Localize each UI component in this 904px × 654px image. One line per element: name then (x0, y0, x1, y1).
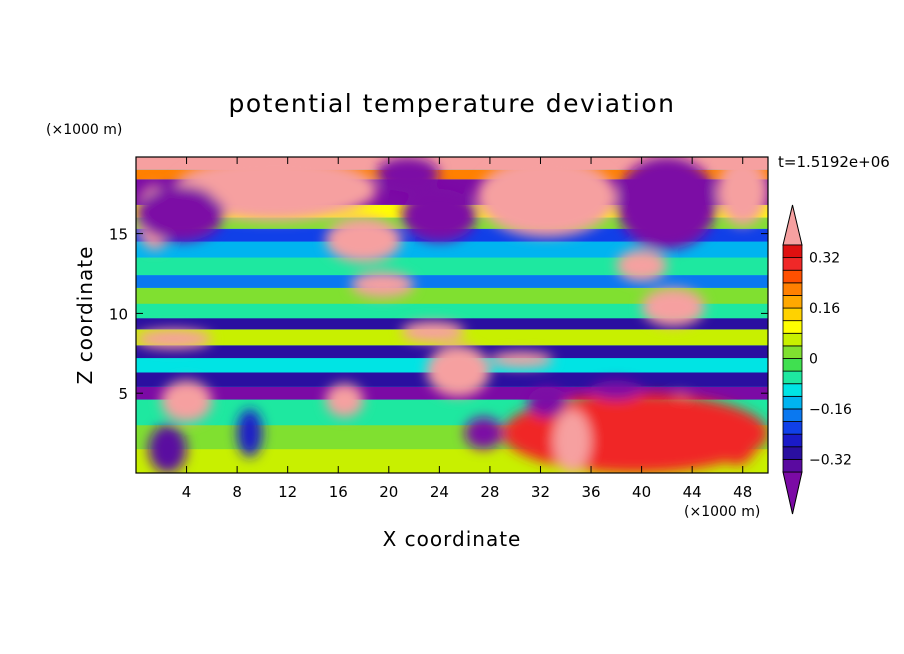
field-blob (717, 425, 756, 466)
field-blob (717, 157, 768, 226)
x-tick-label: 8 (232, 483, 242, 501)
field-blob (148, 425, 187, 473)
x-unit-label: (×1000 m) (684, 504, 760, 520)
field-blob (641, 287, 705, 327)
field-layer (136, 275, 768, 288)
colorbar-box (782, 345, 803, 359)
colorbar-box (782, 395, 803, 410)
y-tick-label: 10 (109, 305, 128, 323)
colorbar-box (782, 358, 803, 372)
x-tick-label: 20 (379, 483, 398, 501)
field-blob (136, 329, 212, 349)
x-tick-label: 36 (581, 483, 600, 501)
x-tick-label: 48 (733, 483, 752, 501)
colorbar-label: 0.32 (809, 251, 840, 267)
x-tick-label: 28 (480, 483, 499, 501)
field-blob (426, 345, 490, 397)
colorbar-box (782, 320, 803, 334)
field-blob (464, 417, 503, 450)
y-axis-label: Z coordinate (73, 246, 97, 385)
x-tick-label: 40 (632, 483, 651, 501)
field-layer (136, 287, 768, 304)
time-label: t=1.5192e+06 (778, 153, 890, 171)
colorbar-box (782, 244, 803, 259)
colorbar-box (782, 383, 803, 397)
plot-area (136, 157, 768, 473)
y-unit-label: (×1000 m) (46, 122, 122, 138)
x-tick-label: 32 (531, 483, 550, 501)
field-layer (136, 241, 768, 258)
field-features (136, 157, 768, 473)
x-axis-label: X coordinate (383, 527, 522, 551)
x-tick-label: 16 (329, 483, 348, 501)
colorbar-max-triangle (782, 204, 803, 246)
field-layer (136, 303, 768, 319)
x-tick-label: 4 (182, 483, 192, 501)
colorbar-label: 0 (809, 352, 818, 368)
colorbar-box (782, 295, 803, 309)
field-blob (401, 321, 465, 343)
x-tick-label: 12 (278, 483, 297, 501)
colorbar-label: 0.16 (809, 301, 840, 317)
y-axis: 5 10 15 (109, 226, 768, 403)
colorbar-box (782, 332, 803, 347)
x-tick-label: 44 (683, 483, 702, 501)
colorbar-box (782, 307, 803, 322)
colorbar: 0.32 0.16 0 −0.16 −0.32 (782, 204, 852, 515)
field-blob (553, 409, 592, 473)
colorbar-box (782, 408, 803, 422)
y-tick-label: 5 (118, 385, 128, 403)
colorbar-box (782, 282, 803, 296)
field-blob (376, 157, 440, 193)
colorbar-box (782, 446, 803, 460)
field-blob (161, 380, 212, 422)
field-blob (616, 249, 667, 282)
chart-title: potential temperature deviation (229, 89, 676, 118)
field-blob (401, 188, 478, 242)
colorbar-box (782, 257, 803, 271)
field-blob (616, 157, 718, 250)
colorbar-box (782, 421, 803, 435)
colorbar-label: −0.16 (809, 402, 852, 418)
field-blob (173, 157, 377, 221)
colorbar-box (782, 269, 803, 284)
field-blob (527, 386, 566, 418)
field-layer (136, 169, 768, 180)
colorbar-box (782, 458, 803, 473)
field-layer (136, 257, 768, 276)
field-blob (325, 383, 364, 418)
colorbar-min-triangle (782, 471, 803, 515)
colorbar-box (782, 433, 803, 448)
x-tick-label: 24 (430, 483, 449, 501)
field-blob (591, 380, 642, 400)
colorbar-box (782, 370, 803, 385)
field-blob (136, 185, 225, 242)
field-blob (350, 271, 415, 298)
plot-frame (135, 156, 769, 474)
field-blob (591, 401, 667, 458)
field-blob (477, 157, 617, 237)
colorbar-label: −0.32 (809, 452, 852, 468)
x-axis: 4 8 12 16 20 24 28 32 36 40 44 48 (182, 157, 752, 501)
field-blob (489, 351, 554, 368)
y-tick-label: 15 (109, 226, 128, 244)
field-blob (211, 190, 377, 205)
field-blob (325, 217, 402, 263)
field-blob (237, 409, 263, 458)
